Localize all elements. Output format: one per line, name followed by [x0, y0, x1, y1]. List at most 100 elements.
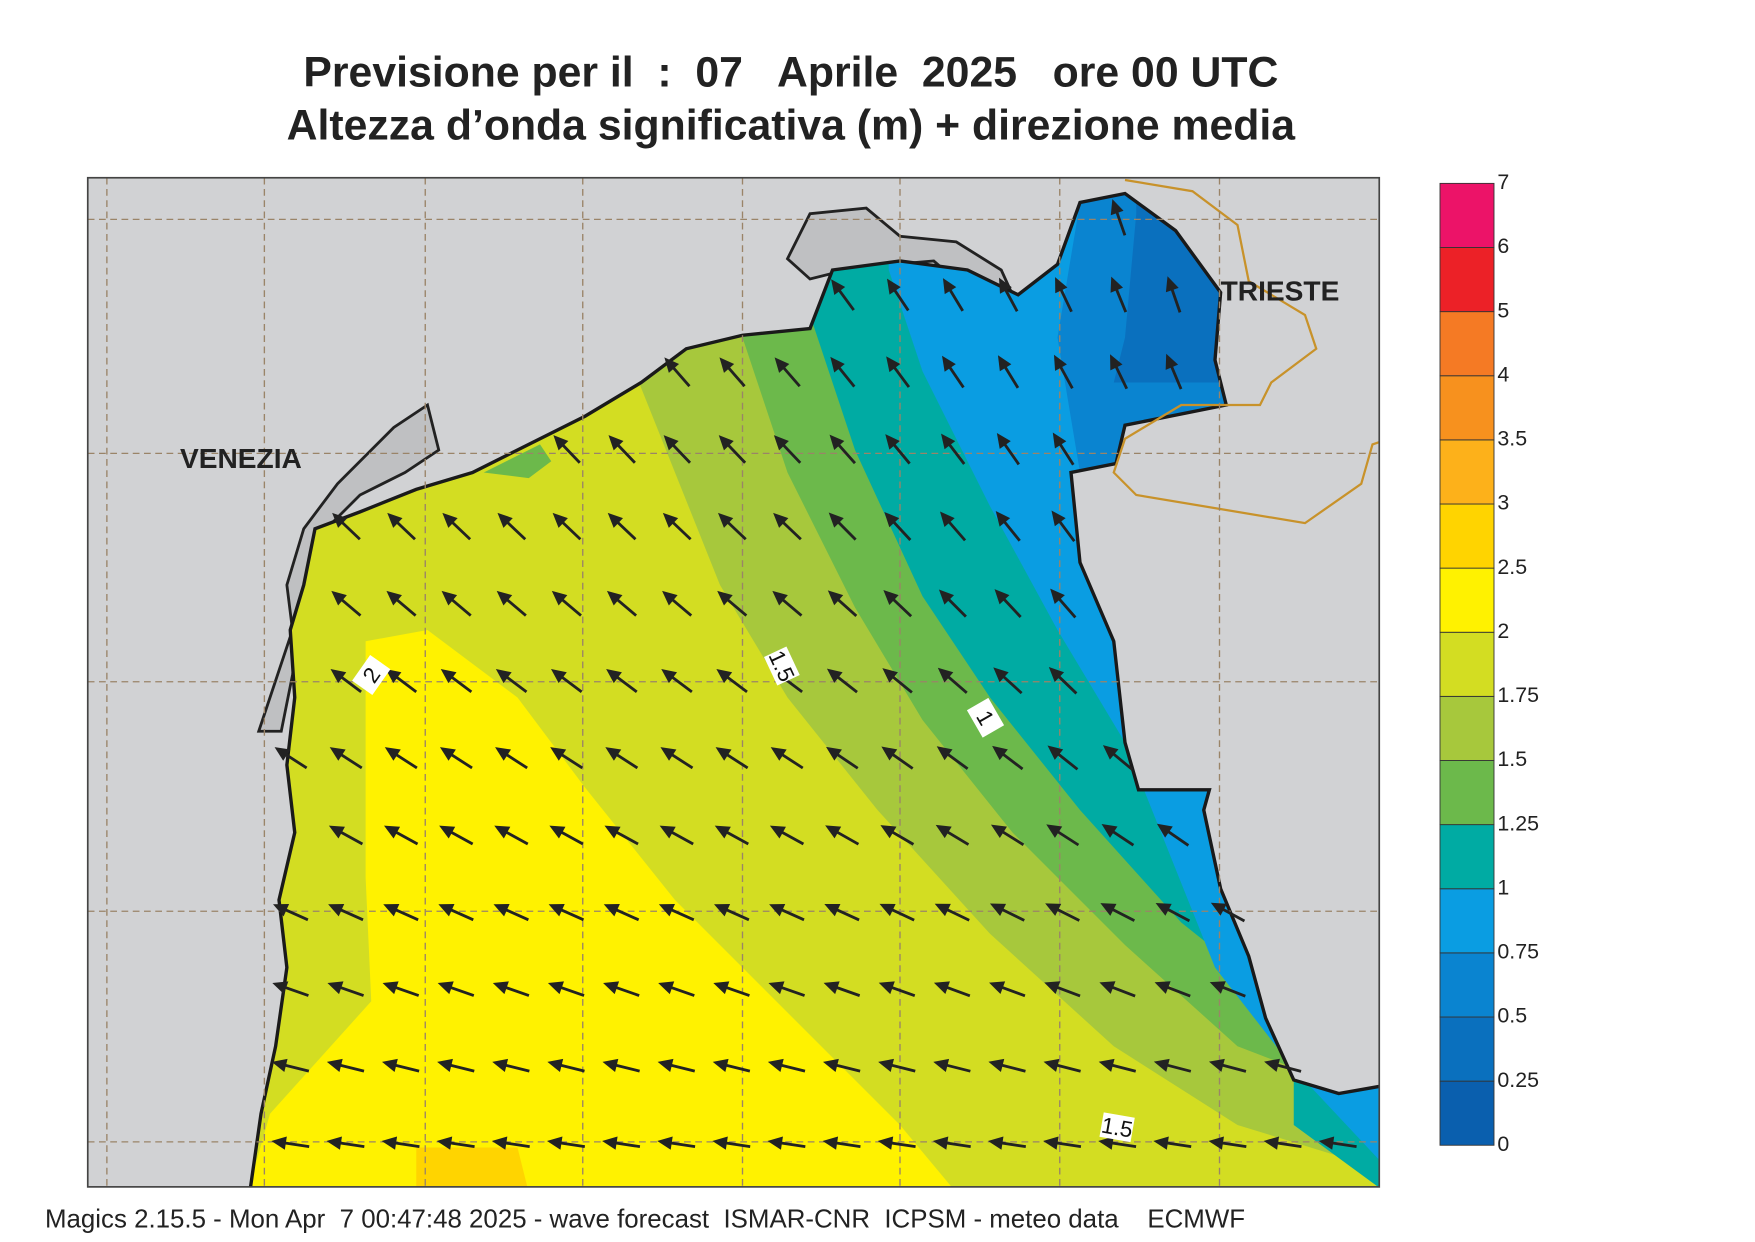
arrow-head — [328, 904, 345, 917]
arrow-head — [332, 512, 348, 528]
arrow-head — [329, 747, 346, 761]
arrow-head — [774, 357, 790, 373]
arrow-head — [603, 981, 620, 995]
colorbar-segment — [1439, 503, 1495, 569]
arrow-head — [497, 512, 513, 528]
arrow-head — [437, 1058, 453, 1072]
arrow-head — [492, 1058, 509, 1072]
arrow-head — [773, 435, 789, 451]
arrow-head — [662, 590, 678, 606]
arrow-head — [1098, 1058, 1115, 1072]
arrow-head — [491, 1136, 508, 1150]
arrow-head — [1101, 824, 1118, 838]
arrow-head — [942, 355, 956, 372]
arrow-head — [272, 904, 290, 917]
arrow-head — [932, 1136, 949, 1150]
arrow-head — [438, 904, 455, 917]
arrow-head — [942, 278, 957, 295]
arrow-head — [606, 668, 622, 684]
arrow-head — [881, 746, 898, 761]
arrow-head — [717, 590, 733, 606]
arrow-head — [827, 590, 844, 606]
arrow-head — [1154, 981, 1171, 994]
arrow-head — [1051, 510, 1066, 527]
arrow-head — [994, 589, 1010, 605]
arrow-head — [495, 747, 512, 761]
colorbar-label: 0.25 — [1497, 1068, 1539, 1092]
colorbar-segment — [1439, 888, 1495, 954]
arrow-head — [828, 512, 844, 528]
colorbar-segment — [1439, 1016, 1495, 1082]
arrow-head — [877, 1136, 894, 1150]
colorbar-label: 0.75 — [1497, 940, 1539, 964]
arrow-head — [938, 589, 955, 605]
arrow-head — [885, 434, 900, 450]
arrow-head — [664, 357, 680, 373]
arrow-head — [768, 981, 785, 995]
place-label: TRIESTE — [1221, 275, 1340, 306]
arrow-head — [657, 1136, 673, 1150]
arrow-head — [830, 356, 845, 373]
arrow-head — [272, 981, 289, 995]
coastline — [248, 191, 1380, 1187]
wave-zone — [483, 444, 552, 479]
arrow-head — [492, 981, 509, 995]
arrow-head — [831, 279, 846, 295]
colorbar-segment — [1439, 952, 1495, 1018]
colorbar-label: 5 — [1497, 298, 1509, 322]
arrow-head — [998, 277, 1012, 294]
arrow-head — [939, 511, 955, 527]
arrow-head — [331, 590, 347, 606]
arrow-head — [382, 1058, 398, 1072]
arrow-head — [439, 747, 456, 761]
arrow-head — [935, 824, 952, 839]
arrow-head — [442, 512, 458, 528]
colorbar-label: 4 — [1497, 362, 1509, 386]
arrow-head — [826, 668, 843, 683]
colorbar-segment — [1439, 824, 1495, 890]
arrow-head — [886, 278, 901, 295]
arrow-head — [602, 1058, 619, 1072]
arrow-head — [937, 667, 954, 683]
colorbar-label: 6 — [1497, 234, 1509, 258]
arrow-head — [996, 433, 1011, 449]
arrow-head — [661, 668, 678, 684]
arrow-head — [825, 825, 842, 839]
colorbar-segment — [1439, 760, 1495, 826]
arrow-head — [1210, 902, 1227, 916]
arrow-head — [1053, 354, 1067, 371]
arrow-head — [824, 903, 841, 917]
arrow-head — [933, 981, 950, 995]
arrow-head — [659, 825, 676, 839]
arrow-head — [987, 1136, 1004, 1150]
arrow-head — [602, 1136, 618, 1150]
colorbar-label: 1.75 — [1497, 683, 1539, 707]
arrow-head — [990, 824, 1007, 839]
arrow-head — [1110, 276, 1124, 293]
colorbar-segment — [1439, 439, 1495, 505]
arrow-head — [823, 981, 840, 995]
contour-label-box — [352, 655, 391, 695]
arrow-head — [1043, 1058, 1060, 1072]
arrow-head — [1153, 1058, 1170, 1072]
arrow-head — [714, 825, 731, 839]
arrow-head — [1110, 199, 1124, 216]
arrow-head — [437, 981, 454, 995]
arrow-head — [436, 1136, 453, 1150]
colorbar-label: 1.25 — [1497, 811, 1539, 835]
arrow-head — [1165, 353, 1179, 370]
arrow-head — [1048, 666, 1065, 682]
arrow-head — [381, 1136, 398, 1150]
arrow-head — [988, 1058, 1005, 1072]
colorbar-label: 2.5 — [1497, 555, 1527, 579]
arrow-head — [1263, 1136, 1280, 1150]
arrow-head — [603, 904, 620, 917]
arrow-head — [553, 435, 569, 451]
arrow-head — [992, 745, 1008, 761]
contour-label-box — [764, 646, 800, 686]
arrow-head — [1044, 981, 1061, 994]
arrow-head — [717, 512, 734, 528]
colorbar-label: 0.5 — [1497, 1004, 1527, 1028]
arrow-head — [883, 589, 899, 605]
